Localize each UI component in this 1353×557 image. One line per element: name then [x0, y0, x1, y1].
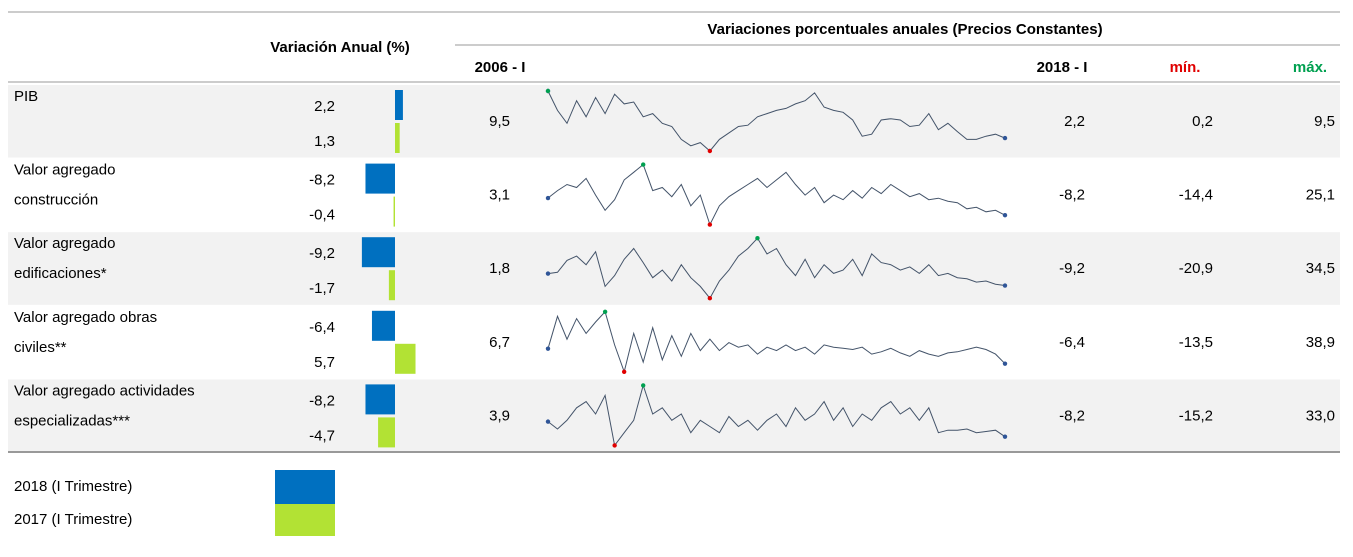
max-point	[641, 162, 646, 167]
min-point	[707, 296, 713, 301]
min-value: 0,2	[1192, 113, 1213, 130]
end-point	[1002, 212, 1008, 218]
annual-value: 1,3	[314, 133, 335, 150]
annual-value: 5,7	[314, 354, 335, 371]
start-point	[545, 271, 551, 276]
max-point	[641, 383, 646, 388]
end-value: 2,2	[1064, 113, 1085, 130]
min-value: -13,5	[1179, 334, 1213, 351]
legend-label: 2017 (I Trimestre)	[14, 511, 132, 528]
annual-bar	[395, 90, 403, 120]
row-label: edificaciones*	[14, 265, 107, 282]
annual-bar	[365, 384, 395, 415]
end-header: 2018 - I	[1037, 59, 1088, 76]
start-value: 3,1	[489, 187, 510, 204]
annual-bar	[378, 417, 395, 448]
sparkline	[547, 310, 1006, 374]
annual-bar	[371, 310, 395, 341]
end-value: -8,2	[1059, 407, 1085, 424]
start-value: 6,7	[489, 334, 510, 351]
row-label: especializadas***	[14, 412, 130, 429]
annual-value: -4,7	[309, 427, 335, 444]
row-label: construcción	[14, 192, 98, 209]
max-point	[602, 309, 608, 314]
start-point	[545, 195, 551, 201]
annual-value: -1,7	[309, 280, 335, 297]
row-band	[8, 85, 1340, 158]
annual-value: -6,4	[309, 319, 335, 336]
annual-value: -9,2	[309, 245, 335, 262]
row-label: Valor agregado actividades	[14, 382, 195, 399]
annual-bar	[365, 163, 395, 194]
legend-swatch	[275, 504, 335, 536]
section-title: Variaciones porcentuales anuales (Precio…	[707, 21, 1102, 38]
min-value: -15,2	[1179, 407, 1213, 424]
start-value: 9,5	[489, 113, 510, 130]
annual-bar	[395, 343, 416, 374]
legend-swatch	[275, 470, 335, 504]
annual-header: Variación Anual (%)	[270, 39, 409, 56]
max-value: 38,9	[1306, 334, 1335, 351]
end-point	[1002, 283, 1008, 288]
min-value: -20,9	[1179, 260, 1213, 277]
min-point	[707, 148, 713, 154]
max-value: 9,5	[1314, 113, 1335, 130]
annual-value: 2,2	[314, 98, 335, 115]
annual-value: -0,4	[309, 207, 335, 224]
row-label: civiles**	[14, 339, 67, 356]
start-point	[545, 419, 551, 424]
min-header: mín.	[1170, 59, 1201, 76]
sparkline	[547, 383, 1006, 447]
min-point	[612, 443, 617, 448]
annual-bar	[395, 123, 400, 153]
end-point	[1002, 135, 1008, 141]
end-value: -9,2	[1059, 260, 1085, 277]
annual-bar	[393, 196, 395, 227]
row-label: PIB	[14, 88, 38, 105]
end-point	[1002, 361, 1008, 366]
annual-bar	[388, 270, 395, 301]
start-value: 1,8	[489, 260, 510, 277]
min-point	[621, 369, 627, 374]
max-value: 25,1	[1306, 187, 1335, 204]
end-value: -8,2	[1059, 187, 1085, 204]
legend-label: 2018 (I Trimestre)	[14, 478, 132, 495]
sparkline	[547, 90, 1006, 152]
max-header: máx.	[1293, 59, 1327, 76]
row-label: Valor agregado	[14, 162, 115, 179]
start-value: 3,9	[489, 407, 510, 424]
annual-bar	[361, 237, 395, 268]
start-point	[545, 346, 551, 351]
row-label: Valor agregado obras	[14, 309, 157, 326]
row-band	[8, 232, 1340, 305]
max-point	[545, 88, 551, 94]
annual-value: -8,2	[309, 392, 335, 409]
max-value: 34,5	[1306, 260, 1335, 277]
min-value: -14,4	[1179, 187, 1213, 204]
end-value: -6,4	[1059, 334, 1085, 351]
sparkline	[547, 237, 1006, 300]
min-point	[707, 222, 713, 227]
sparkline	[547, 163, 1006, 226]
end-point	[1002, 434, 1008, 439]
start-header: 2006 - I	[475, 59, 526, 76]
max-point	[755, 236, 760, 241]
annual-value: -8,2	[309, 172, 335, 189]
max-value: 33,0	[1306, 407, 1335, 424]
row-band	[8, 379, 1340, 452]
row-label: Valor agregado	[14, 235, 115, 252]
